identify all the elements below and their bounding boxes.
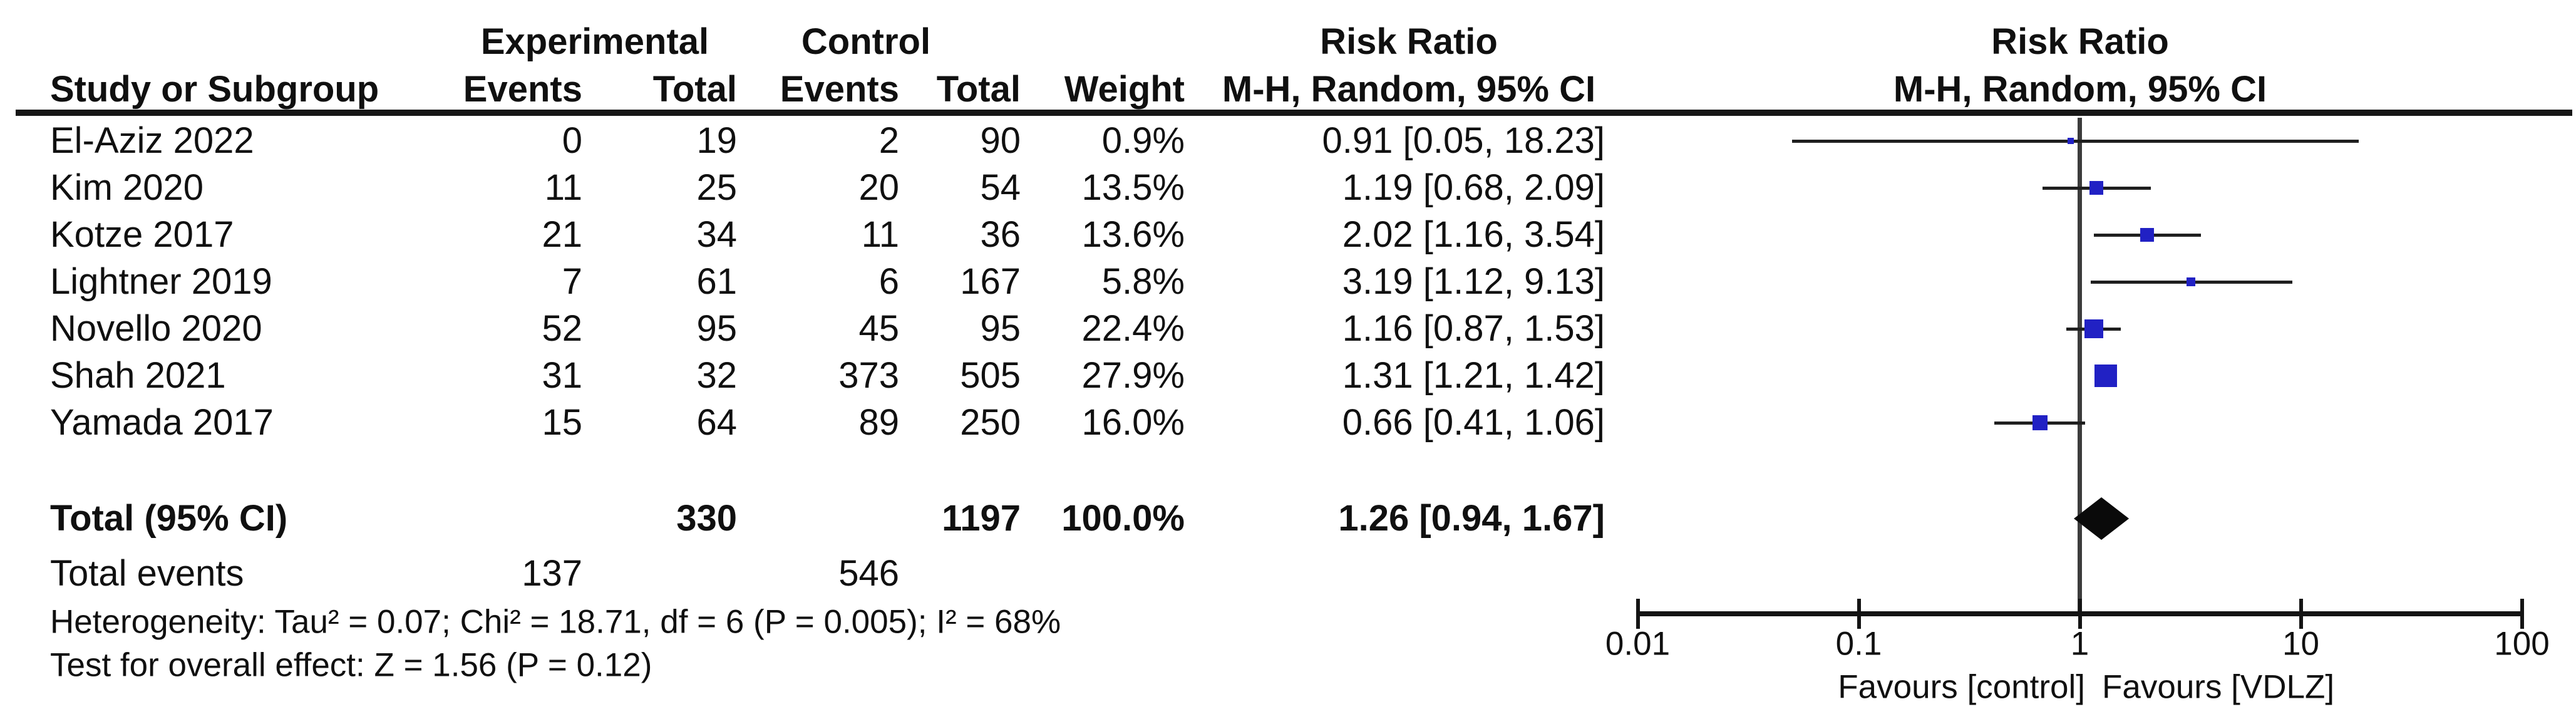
total-ci-label: 1.26 [0.94, 1.67] bbox=[1338, 498, 1605, 539]
total-events-control: 546 bbox=[838, 553, 899, 594]
study-name: Novello 2020 bbox=[50, 308, 262, 349]
axis-tick bbox=[1636, 599, 1640, 629]
tick-label: 0.01 bbox=[1605, 625, 1671, 663]
ctrl-events-value: 11 bbox=[861, 214, 899, 255]
exp-events-value: 21 bbox=[542, 214, 582, 255]
axis-tick bbox=[2520, 599, 2524, 629]
exp-total-value: 25 bbox=[696, 167, 737, 208]
tick-label: 10 bbox=[2282, 625, 2319, 663]
axis-tick bbox=[1857, 599, 1861, 629]
ctrl-events-header: Events bbox=[780, 69, 899, 110]
overall-effect-test: Test for overall effect: Z = 1.56 (P = 0… bbox=[50, 646, 652, 684]
tick-label: 1 bbox=[2070, 625, 2089, 663]
exp-events-value: 31 bbox=[542, 355, 582, 396]
study-name: Yamada 2017 bbox=[50, 402, 274, 443]
total-events-label: Total events bbox=[50, 553, 244, 594]
column-group-control: Control bbox=[801, 21, 931, 62]
weight-value: 22.4% bbox=[1081, 308, 1185, 349]
rr-ci-label: 1.31 [1.21, 1.42] bbox=[1342, 355, 1605, 396]
total-weight: 100.0% bbox=[1061, 498, 1185, 539]
header-divider bbox=[16, 110, 2572, 116]
exp-total-value: 64 bbox=[696, 402, 737, 443]
risk-ratio-plot-header: Risk Ratio bbox=[1991, 21, 2169, 62]
rr-ci-label: 0.66 [0.41, 1.06] bbox=[1342, 402, 1605, 443]
weight-value: 13.6% bbox=[1081, 214, 1185, 255]
rr-ci-label: 0.91 [0.05, 18.23] bbox=[1322, 120, 1605, 161]
study-column-header: Study or Subgroup bbox=[50, 69, 379, 110]
study-name: Kotze 2017 bbox=[50, 214, 234, 255]
weight-value: 5.8% bbox=[1101, 261, 1185, 302]
weight-value: 27.9% bbox=[1081, 355, 1185, 396]
ctrl-total-value: 95 bbox=[980, 308, 1021, 349]
rr-ci-label: 1.19 [0.68, 2.09] bbox=[1342, 167, 1605, 208]
study-name: Kim 2020 bbox=[50, 167, 204, 208]
method-text-header: M-H, Random, 95% CI bbox=[1222, 69, 1596, 110]
tick-label: 100 bbox=[2494, 625, 2550, 663]
weight-value: 16.0% bbox=[1081, 402, 1185, 443]
favours-right-label: Favours [VDLZ] bbox=[2102, 668, 2335, 706]
effect-marker bbox=[2140, 228, 2155, 242]
rr-ci-label: 1.16 [0.87, 1.53] bbox=[1342, 308, 1605, 349]
total-exp-total: 330 bbox=[676, 498, 737, 539]
effect-marker bbox=[2089, 181, 2104, 195]
exp-total-value: 61 bbox=[696, 261, 737, 302]
ctrl-events-value: 45 bbox=[858, 308, 899, 349]
axis-tick bbox=[2078, 599, 2082, 629]
effect-marker bbox=[2094, 365, 2117, 387]
axis-tick bbox=[2299, 599, 2303, 629]
exp-total-header: Total bbox=[652, 69, 737, 110]
weight-header: Weight bbox=[1064, 69, 1185, 110]
exp-total-value: 95 bbox=[696, 308, 737, 349]
study-name: Shah 2021 bbox=[50, 355, 226, 396]
ctrl-total-value: 250 bbox=[960, 402, 1021, 443]
effect-marker bbox=[2187, 277, 2196, 286]
rr-ci-label: 3.19 [1.12, 9.13] bbox=[1342, 261, 1605, 302]
effect-marker bbox=[2032, 415, 2048, 430]
ctrl-events-value: 6 bbox=[878, 261, 899, 302]
exp-total-value: 32 bbox=[696, 355, 737, 396]
effect-marker bbox=[2084, 319, 2104, 338]
summary-diamond bbox=[2074, 497, 2130, 540]
exp-total-value: 19 bbox=[696, 120, 737, 161]
study-name: El-Aziz 2022 bbox=[50, 120, 254, 161]
ctrl-total-value: 54 bbox=[980, 167, 1021, 208]
exp-events-value: 15 bbox=[542, 402, 582, 443]
ctrl-total-value: 90 bbox=[980, 120, 1021, 161]
weight-value: 13.5% bbox=[1081, 167, 1185, 208]
ctrl-total-header-text: Total bbox=[936, 69, 1021, 110]
exp-events-value: 7 bbox=[562, 261, 582, 302]
ctrl-total-value: 36 bbox=[980, 214, 1021, 255]
exp-events-value: 11 bbox=[544, 167, 582, 208]
ctrl-events-value: 373 bbox=[838, 355, 899, 396]
ctrl-events-value: 2 bbox=[878, 120, 899, 161]
ctrl-events-value: 20 bbox=[858, 167, 899, 208]
ctrl-total-value: 167 bbox=[960, 261, 1021, 302]
method-plot-header: M-H, Random, 95% CI bbox=[1893, 69, 2267, 110]
study-name: Lightner 2019 bbox=[50, 261, 272, 302]
exp-events-value: 0 bbox=[562, 120, 582, 161]
heterogeneity-stats: Heterogeneity: Tau² = 0.07; Chi² = 18.71… bbox=[50, 603, 1061, 641]
effect-marker bbox=[2068, 138, 2074, 144]
rr-ci-label: 2.02 [1.16, 3.54] bbox=[1342, 214, 1605, 255]
total-label: Total (95% CI) bbox=[50, 498, 288, 539]
exp-total-value: 34 bbox=[696, 214, 737, 255]
column-group-experimental: Experimental bbox=[480, 21, 709, 62]
total-ctrl-total: 1197 bbox=[942, 498, 1021, 539]
ci-line bbox=[1792, 139, 2359, 143]
risk-ratio-text-header: Risk Ratio bbox=[1320, 21, 1498, 62]
total-events-experimental: 137 bbox=[522, 553, 582, 594]
ctrl-events-value: 89 bbox=[858, 402, 899, 443]
exp-events-header: Events bbox=[463, 69, 582, 110]
ctrl-total-value: 505 bbox=[960, 355, 1021, 396]
tick-label: 0.1 bbox=[1835, 625, 1882, 663]
no-effect-line bbox=[2078, 118, 2082, 611]
exp-events-value: 52 bbox=[542, 308, 582, 349]
favours-left-label: Favours [control] bbox=[1838, 668, 2085, 706]
weight-value: 0.9% bbox=[1101, 120, 1185, 161]
